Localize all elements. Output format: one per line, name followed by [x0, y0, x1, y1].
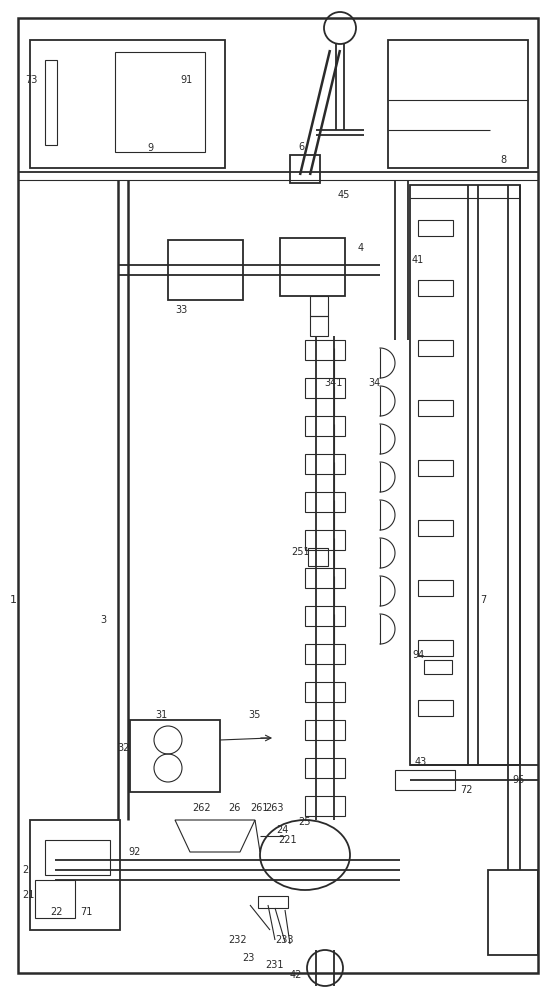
Bar [488, 870, 538, 955]
Text: 4: 4 [358, 243, 364, 253]
Text: 23: 23 [242, 953, 255, 963]
Text: 41: 41 [412, 255, 424, 265]
Bar [418, 640, 453, 656]
Bar [305, 340, 345, 360]
Text: 9: 9 [147, 143, 153, 153]
Bar [305, 530, 345, 550]
Text: 72: 72 [460, 785, 473, 795]
Bar [418, 460, 453, 476]
Text: 32: 32 [118, 743, 130, 753]
Text: 341: 341 [325, 378, 343, 388]
Text: 233: 233 [275, 935, 294, 945]
Bar [418, 700, 453, 716]
Bar [395, 770, 455, 790]
Bar [305, 644, 345, 664]
Text: 35: 35 [248, 710, 260, 720]
Text: 45: 45 [338, 190, 350, 200]
Bar [308, 548, 328, 566]
Text: 31: 31 [155, 710, 167, 720]
Bar [305, 682, 345, 702]
Bar [310, 296, 328, 316]
Bar [30, 40, 225, 168]
Text: 6: 6 [298, 142, 304, 152]
Bar [418, 580, 453, 596]
Text: 262: 262 [192, 803, 211, 813]
Bar [35, 880, 75, 918]
Bar [280, 238, 345, 296]
Text: 2: 2 [22, 865, 28, 875]
Text: 91: 91 [180, 75, 192, 85]
Text: 3: 3 [100, 615, 106, 625]
Bar [305, 492, 345, 512]
Text: 42: 42 [290, 970, 302, 980]
Bar [130, 720, 220, 792]
Bar [290, 155, 320, 183]
Bar [418, 220, 453, 236]
Bar [305, 416, 345, 436]
Bar [418, 520, 453, 536]
Text: 231: 231 [265, 960, 284, 970]
Text: 221: 221 [278, 835, 296, 845]
Text: 7: 7 [480, 595, 486, 605]
Bar [424, 660, 452, 674]
Bar [310, 316, 328, 336]
Bar [45, 840, 110, 875]
Bar [115, 52, 205, 152]
Text: 95: 95 [512, 775, 524, 785]
Text: 263: 263 [265, 803, 284, 813]
Text: 232: 232 [228, 935, 247, 945]
Bar [305, 606, 345, 626]
Text: 1: 1 [10, 595, 17, 605]
Text: 26: 26 [228, 803, 240, 813]
Text: 94: 94 [412, 650, 424, 660]
Bar [305, 568, 345, 588]
Bar [305, 758, 345, 778]
Text: 73: 73 [25, 75, 37, 85]
Bar [45, 60, 57, 145]
Text: 22: 22 [50, 907, 62, 917]
Bar [410, 185, 520, 765]
Text: 251: 251 [291, 547, 310, 557]
Bar [305, 796, 345, 816]
Bar [168, 240, 243, 300]
Bar [258, 896, 288, 908]
Bar [388, 40, 528, 168]
Bar [305, 454, 345, 474]
Text: 8: 8 [500, 155, 506, 165]
Bar [305, 378, 345, 398]
Bar [305, 720, 345, 740]
Text: 261: 261 [250, 803, 269, 813]
Bar [418, 400, 453, 416]
Text: 43: 43 [415, 757, 427, 767]
Bar [30, 820, 120, 930]
Text: 25: 25 [298, 817, 310, 827]
Text: 24: 24 [276, 825, 289, 835]
Text: 34: 34 [368, 378, 380, 388]
Bar [418, 280, 453, 296]
Text: 33: 33 [175, 305, 187, 315]
Text: 92: 92 [128, 847, 140, 857]
Bar [418, 340, 453, 356]
Text: 71: 71 [80, 907, 92, 917]
Text: 21: 21 [22, 890, 34, 900]
